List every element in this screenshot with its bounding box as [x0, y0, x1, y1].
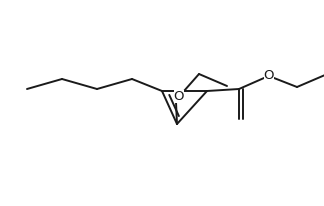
Text: O: O: [174, 89, 184, 103]
Text: O: O: [264, 69, 274, 82]
